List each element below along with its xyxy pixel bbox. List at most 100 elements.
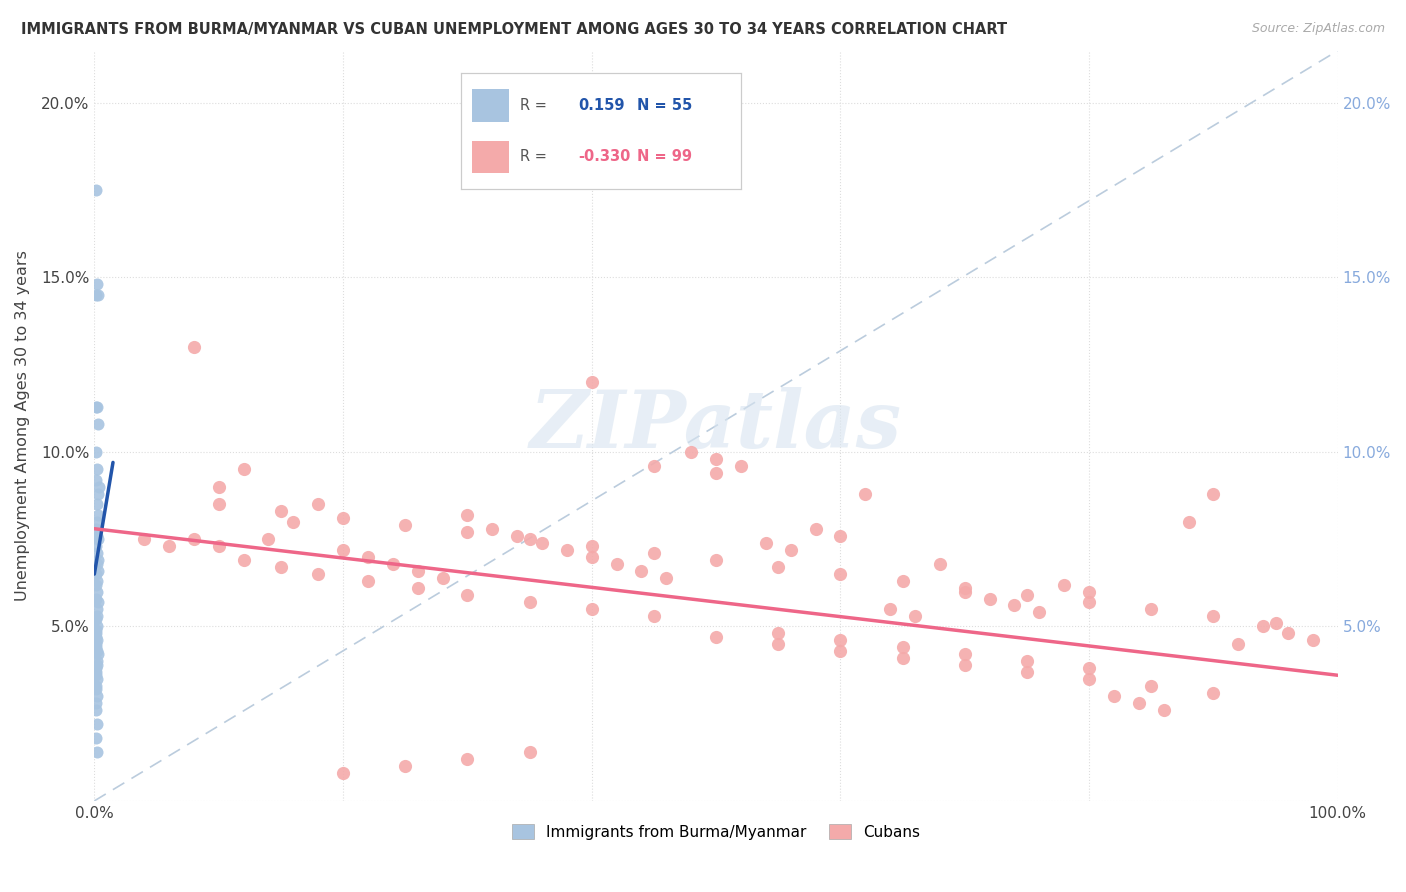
Point xyxy=(979,591,1001,606)
Point xyxy=(768,637,790,651)
Point xyxy=(86,619,108,633)
Point xyxy=(1078,672,1101,686)
Point xyxy=(456,588,478,602)
Point xyxy=(84,612,107,626)
Point xyxy=(86,657,108,672)
Point xyxy=(84,522,107,536)
Point xyxy=(1015,665,1038,679)
Point xyxy=(283,515,305,529)
Point xyxy=(830,644,852,658)
Point xyxy=(87,532,110,546)
Point xyxy=(1102,689,1125,703)
Point xyxy=(432,570,454,584)
Point xyxy=(891,574,914,588)
Y-axis label: Unemployment Among Ages 30 to 34 years: Unemployment Among Ages 30 to 34 years xyxy=(15,251,30,601)
Point xyxy=(208,539,231,553)
Point xyxy=(84,183,107,197)
Point xyxy=(704,630,727,644)
Point xyxy=(1004,599,1026,613)
Point xyxy=(232,462,254,476)
Point xyxy=(86,515,108,529)
Point xyxy=(643,609,665,624)
Point xyxy=(530,535,553,549)
Point xyxy=(581,602,603,616)
Point xyxy=(606,557,628,571)
Point xyxy=(157,539,180,553)
Point xyxy=(1028,606,1050,620)
Point xyxy=(332,511,354,525)
Point xyxy=(456,752,478,766)
Point xyxy=(1053,577,1076,591)
Point xyxy=(332,542,354,557)
Point xyxy=(1140,679,1163,693)
Point xyxy=(879,602,901,616)
Text: ZIPatlas: ZIPatlas xyxy=(530,387,903,465)
Point xyxy=(208,497,231,511)
Point xyxy=(581,375,603,389)
Point xyxy=(84,577,107,591)
Point xyxy=(891,650,914,665)
Point xyxy=(183,532,205,546)
Point xyxy=(84,630,107,644)
Point xyxy=(84,679,107,693)
Point xyxy=(1153,703,1175,717)
Point xyxy=(519,745,541,759)
Point xyxy=(953,648,976,662)
Point xyxy=(87,417,110,431)
Point xyxy=(84,567,107,582)
Point xyxy=(257,532,280,546)
Point xyxy=(84,665,107,679)
Point xyxy=(830,529,852,543)
Point xyxy=(406,564,429,578)
Point xyxy=(1302,633,1324,648)
Point xyxy=(183,340,205,354)
Point xyxy=(481,522,503,536)
Point xyxy=(1202,686,1225,700)
Point xyxy=(853,487,876,501)
Point xyxy=(84,591,107,606)
Point xyxy=(1264,615,1286,630)
Point xyxy=(555,542,578,557)
Point xyxy=(830,633,852,648)
Point xyxy=(1078,595,1101,609)
Point xyxy=(86,609,108,624)
Point xyxy=(1015,588,1038,602)
Point xyxy=(1277,626,1299,640)
Point xyxy=(830,567,852,582)
Point xyxy=(307,567,329,582)
Point xyxy=(406,581,429,595)
Point xyxy=(86,745,108,759)
Point xyxy=(704,451,727,466)
Point xyxy=(84,668,107,682)
Point xyxy=(86,462,108,476)
Point xyxy=(1202,609,1225,624)
Point xyxy=(86,584,108,599)
Point xyxy=(1078,661,1101,675)
Legend: Immigrants from Burma/Myanmar, Cubans: Immigrants from Burma/Myanmar, Cubans xyxy=(506,818,927,846)
Point xyxy=(332,766,354,780)
Point xyxy=(519,532,541,546)
Point xyxy=(87,487,110,501)
Point xyxy=(86,717,108,731)
Point xyxy=(87,508,110,522)
Point xyxy=(357,574,380,588)
Point xyxy=(86,277,108,292)
Point xyxy=(87,648,110,662)
Point xyxy=(755,535,778,549)
Point xyxy=(394,518,416,533)
Point xyxy=(581,549,603,564)
Point xyxy=(132,532,155,546)
Point xyxy=(1202,487,1225,501)
Point xyxy=(86,400,108,414)
Point xyxy=(519,595,541,609)
Point xyxy=(232,553,254,567)
Point xyxy=(1227,637,1250,651)
Point xyxy=(87,564,110,578)
Point xyxy=(86,557,108,571)
Point xyxy=(84,400,107,414)
Point xyxy=(1251,619,1274,633)
Point xyxy=(655,570,678,584)
Point xyxy=(84,623,107,637)
Point xyxy=(208,480,231,494)
Point xyxy=(779,542,801,557)
